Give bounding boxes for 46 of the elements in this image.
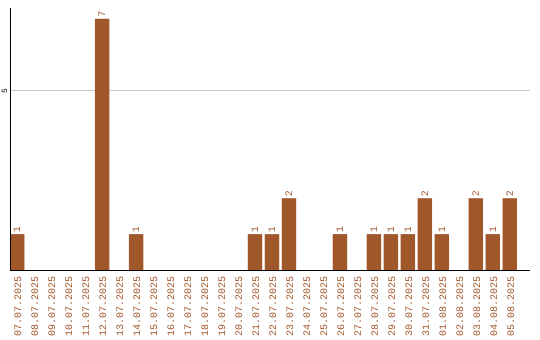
x-tick-label: 19.07.2025 <box>218 276 230 336</box>
x-tick-label: 11.07.2025 <box>82 276 94 336</box>
data-label: 1 <box>251 226 262 232</box>
x-tick-label: 23.07.2025 <box>286 276 297 336</box>
x-tick-label: 13.07.2025 <box>116 276 128 336</box>
data-label: 2 <box>472 190 483 196</box>
x-tick-label: 05.08.2025 <box>506 276 518 336</box>
x-tick-label: 29.07.2025 <box>388 276 399 336</box>
data-label: 2 <box>506 190 517 196</box>
x-tick-label: 14.07.2025 <box>133 276 144 336</box>
x-tick-label: 18.07.2025 <box>201 276 212 336</box>
data-label: 2 <box>420 190 432 196</box>
x-tick-label: 03.08.2025 <box>472 276 484 336</box>
x-tick-label: 24.07.2025 <box>302 276 314 336</box>
x-tick-label: 31.07.2025 <box>422 276 433 336</box>
x-tick-label: 22.07.2025 <box>268 276 280 336</box>
data-label: 1 <box>370 226 381 232</box>
data-label: 1 <box>132 226 144 232</box>
x-tick-label: 27.07.2025 <box>354 276 365 336</box>
x-tick-label: 08.07.2025 <box>31 276 42 336</box>
data-label: 1 <box>386 226 398 232</box>
x-tick-label: 10.07.2025 <box>65 276 76 336</box>
x-tick-label: 07.07.2025 <box>14 276 26 336</box>
x-tick-label: 16.07.2025 <box>167 276 178 336</box>
x-tick-label: 17.07.2025 <box>184 276 196 336</box>
data-label: 7 <box>98 10 110 17</box>
x-tick-label: 20.07.2025 <box>235 276 246 336</box>
x-tick-label: 25.07.2025 <box>320 276 331 336</box>
x-tick-label: 28.07.2025 <box>370 276 382 336</box>
x-tick-label: 02.08.2025 <box>456 276 467 336</box>
x-tick-label: 09.07.2025 <box>48 276 60 336</box>
data-label: 1 <box>404 226 415 232</box>
data-label: 2 <box>284 190 296 196</box>
data-label: 1 <box>13 226 24 232</box>
y-tick-label: 5 <box>1 88 10 93</box>
x-tick-label: 21.07.2025 <box>252 276 264 336</box>
x-tick-label: 30.07.2025 <box>404 276 416 336</box>
x-tick-label: 12.07.2025 <box>99 276 110 336</box>
x-tick-label: 15.07.2025 <box>150 276 162 336</box>
data-label: 1 <box>268 226 279 232</box>
data-label: 1 <box>488 226 500 232</box>
x-tick-label: 26.07.2025 <box>336 276 348 336</box>
data-label: 1 <box>336 226 347 232</box>
x-tick-label: 01.08.2025 <box>438 276 450 336</box>
x-tick-label: 04.08.2025 <box>490 276 501 336</box>
data-label: 1 <box>438 226 449 232</box>
